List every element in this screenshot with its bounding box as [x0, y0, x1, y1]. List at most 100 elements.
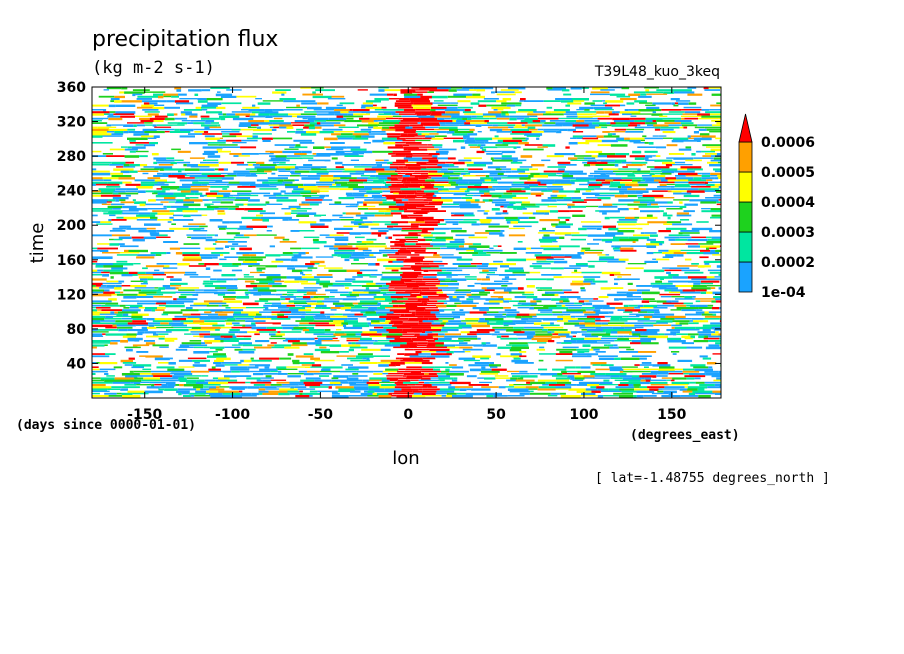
- heatmap-cell: [552, 241, 558, 243]
- heatmap-cell: [265, 384, 271, 386]
- heatmap-cell: [128, 340, 135, 342]
- heatmap-cell: [184, 274, 199, 276]
- heatmap-cell: [677, 265, 698, 267]
- heatmap-cell: [252, 164, 260, 166]
- heatmap-cell: [363, 181, 383, 184]
- heatmap-cell: [580, 221, 602, 223]
- heatmap-cell: [580, 395, 598, 397]
- heatmap-cell: [262, 219, 269, 222]
- heatmap-cell: [628, 124, 637, 127]
- heatmap-cell: [486, 216, 505, 220]
- heatmap-cell: [293, 298, 311, 300]
- heatmap-cell: [311, 364, 322, 367]
- heatmap-cell: [162, 172, 172, 176]
- heatmap-cell: [435, 150, 449, 154]
- heatmap-cell: [487, 166, 500, 169]
- heatmap-cell: [697, 388, 705, 391]
- heatmap-cell: [703, 337, 720, 340]
- heatmap-cell: [200, 227, 205, 230]
- heatmap-cell: [356, 241, 362, 243]
- heatmap-cell: [222, 113, 227, 116]
- heatmap-cell: [274, 344, 292, 347]
- heatmap-cell: [629, 117, 646, 120]
- heatmap-cell: [116, 293, 138, 296]
- heatmap-cell: [654, 128, 661, 131]
- heatmap-cell: [713, 296, 721, 299]
- heatmap-cell: [173, 326, 192, 329]
- heatmap-cell: [402, 144, 410, 146]
- heatmap-cell: [359, 300, 379, 303]
- heatmap-cell: [640, 232, 645, 234]
- heatmap-cell: [92, 307, 96, 309]
- heatmap-cell: [144, 331, 157, 334]
- heatmap-cell: [209, 346, 225, 349]
- heatmap-cell: [182, 252, 200, 255]
- heatmap-cell: [136, 256, 155, 259]
- heatmap-cell: [705, 373, 721, 376]
- heatmap-cell: [349, 109, 353, 111]
- heatmap-cell: [294, 179, 299, 181]
- heatmap-cell: [315, 344, 330, 347]
- heatmap-cell: [314, 124, 334, 127]
- heatmap-cell: [221, 362, 242, 364]
- heatmap-cell: [395, 201, 409, 204]
- heatmap-cell: [108, 219, 112, 222]
- heatmap-cell: [484, 192, 490, 195]
- heatmap-cell: [113, 315, 132, 318]
- heatmap-cell: [393, 311, 412, 313]
- heatmap-cell: [314, 276, 333, 278]
- heatmap-cell: [328, 117, 347, 121]
- heatmap-cell: [242, 395, 257, 397]
- heatmap-cell: [331, 377, 339, 380]
- heatmap-cell: [613, 120, 635, 123]
- heatmap-cell: [507, 87, 526, 90]
- heatmap-cell: [578, 117, 598, 120]
- heatmap-cell: [333, 245, 353, 248]
- heatmap-cell: [650, 170, 663, 173]
- heatmap-cell: [314, 379, 332, 382]
- heatmap-cell: [607, 87, 622, 89]
- heatmap-cell: [427, 148, 439, 151]
- heatmap-cell: [389, 256, 407, 258]
- heatmap-cell: [131, 236, 144, 239]
- heatmap-cell: [609, 320, 628, 322]
- heatmap-cell: [297, 337, 315, 341]
- heatmap-cell: [481, 386, 499, 388]
- heatmap-cell: [715, 342, 721, 345]
- heatmap-cell: [469, 368, 482, 372]
- heatmap-cell: [384, 89, 401, 92]
- heatmap-cell: [586, 205, 599, 208]
- heatmap-cell: [106, 201, 112, 203]
- heatmap-cell: [606, 302, 623, 305]
- heatmap-cell: [557, 194, 567, 198]
- heatmap-cell: [526, 381, 531, 384]
- heatmap-cell: [448, 177, 459, 180]
- heatmap-cell: [550, 267, 564, 270]
- heatmap-cell: [504, 276, 510, 279]
- heatmap-cell: [540, 322, 551, 325]
- heatmap-cell: [647, 335, 668, 339]
- heatmap-cell: [128, 249, 148, 253]
- heatmap-cell: [145, 342, 156, 345]
- heatmap-cell: [631, 161, 648, 164]
- heatmap-cell: [650, 384, 669, 386]
- heatmap-cell: [412, 395, 426, 398]
- heatmap-cell: [313, 109, 335, 111]
- heatmap-cell: [579, 106, 594, 110]
- heatmap-cell: [466, 293, 472, 297]
- heatmap-cell: [394, 104, 412, 107]
- heatmap-cell: [225, 307, 231, 309]
- heatmap-cell: [235, 234, 244, 237]
- heatmap-cell: [204, 122, 211, 124]
- heatmap-cell: [687, 188, 699, 191]
- heatmap-cell: [541, 159, 551, 162]
- heatmap-cell: [572, 124, 589, 127]
- heatmap-cell: [259, 311, 272, 313]
- heatmap-cell: [232, 322, 240, 325]
- heatmap-cell: [436, 304, 447, 308]
- heatmap-cell: [319, 131, 334, 134]
- heatmap-cell: [504, 216, 518, 219]
- heatmap-cell: [671, 89, 692, 92]
- heatmap-cell: [488, 199, 493, 202]
- heatmap-cell: [578, 300, 584, 303]
